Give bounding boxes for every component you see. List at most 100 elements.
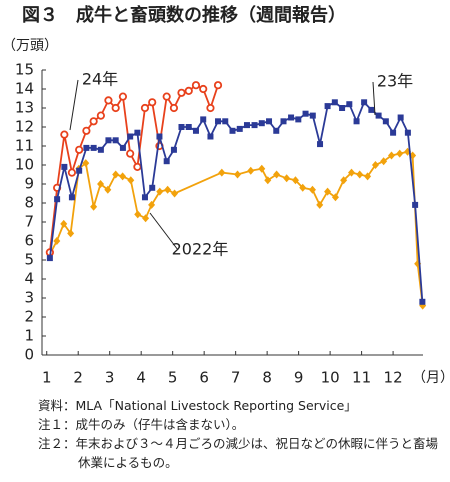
marker [251, 122, 258, 129]
marker [243, 122, 250, 129]
marker [273, 170, 281, 179]
marker [397, 114, 404, 121]
x-tick-label: 10 [321, 369, 340, 387]
marker [340, 176, 348, 185]
marker [82, 159, 90, 168]
marker [316, 200, 324, 209]
note: 注１：成牛のみ（仔牛は含まない）。 [38, 417, 245, 432]
marker [382, 118, 389, 125]
marker [164, 185, 172, 194]
marker [162, 92, 171, 101]
marker [90, 202, 98, 211]
marker [258, 120, 265, 127]
marker [61, 163, 68, 170]
marker [218, 168, 226, 177]
marker [331, 193, 339, 202]
marker [111, 103, 120, 113]
marker [288, 114, 295, 121]
series-line [48, 100, 424, 302]
x-tick-label: 8 [262, 369, 272, 387]
chart: 図３ 成牛と畜頭数の推移（週間報告） （万頭） （月） 012345678910… [2, 4, 450, 387]
x-tick-label: 2 [73, 369, 83, 387]
y-tick-label: 3 [24, 289, 34, 307]
marker [163, 158, 170, 165]
marker [356, 170, 364, 179]
marker [302, 110, 309, 117]
marker [82, 126, 91, 135]
marker [236, 125, 243, 132]
marker [75, 145, 84, 154]
marker [371, 161, 379, 169]
marker [266, 118, 273, 125]
x-tick-label: 5 [168, 369, 178, 387]
leader-line [372, 81, 376, 116]
series-label: 23年 [377, 72, 413, 91]
marker [67, 168, 77, 177]
marker [191, 81, 201, 90]
marker [364, 172, 372, 181]
y-tick-label: 7 [24, 213, 34, 231]
leader-line [69, 79, 79, 131]
marker [156, 187, 164, 196]
marker [299, 183, 307, 192]
marker [142, 214, 150, 223]
y-tick-label: 8 [24, 194, 34, 212]
marker [127, 133, 134, 140]
marker [295, 116, 302, 123]
y-tick-label: 1 [24, 327, 34, 345]
marker [134, 129, 141, 136]
marker [126, 149, 135, 158]
marker [222, 118, 229, 125]
marker [90, 144, 97, 151]
x-tick-label: 4 [136, 369, 146, 387]
marker [396, 149, 404, 158]
marker [177, 88, 186, 97]
marker [213, 81, 223, 90]
marker [97, 180, 105, 188]
marker [348, 168, 356, 177]
marker [54, 196, 61, 203]
marker [324, 187, 332, 196]
x-axis-label: （月） [412, 370, 450, 386]
y-axis-label: （万頭） [2, 38, 58, 54]
marker [283, 174, 291, 183]
y-tick-label: 12 [15, 118, 34, 136]
x-tick-label: 3 [105, 369, 115, 387]
x-tick-label: 7 [231, 369, 241, 387]
marker [112, 170, 120, 179]
x-tick-label: 12 [384, 369, 403, 387]
marker [140, 103, 150, 113]
marker [60, 219, 68, 228]
marker [273, 127, 280, 134]
y-tick-label: 11 [15, 137, 34, 155]
marker [105, 137, 112, 144]
marker [89, 117, 98, 126]
marker [185, 124, 192, 130]
marker [96, 111, 105, 120]
marker [149, 184, 156, 191]
marker [234, 170, 242, 179]
marker [53, 237, 61, 245]
marker [171, 189, 179, 198]
marker [97, 146, 104, 153]
marker [207, 133, 214, 140]
marker [141, 194, 148, 201]
y-tick-label: 14 [15, 80, 34, 98]
marker [324, 103, 331, 110]
series-label: 24年 [82, 70, 118, 89]
marker [280, 118, 287, 125]
marker [264, 176, 272, 185]
leader-line [149, 212, 179, 251]
marker [169, 103, 179, 113]
y-tick-label: 6 [24, 232, 34, 250]
y-tick-label: 4 [24, 270, 34, 288]
x-tick-label: 9 [294, 369, 304, 387]
note: 注２：年末および３～４月ごろの減少は、祝日などの休暇に伴うと畜場休業によるもの。 [38, 436, 439, 470]
marker [119, 144, 126, 151]
marker [339, 105, 346, 111]
marker [412, 201, 419, 208]
y-tick-label: 5 [24, 251, 34, 269]
marker [215, 118, 222, 125]
marker [200, 116, 207, 123]
